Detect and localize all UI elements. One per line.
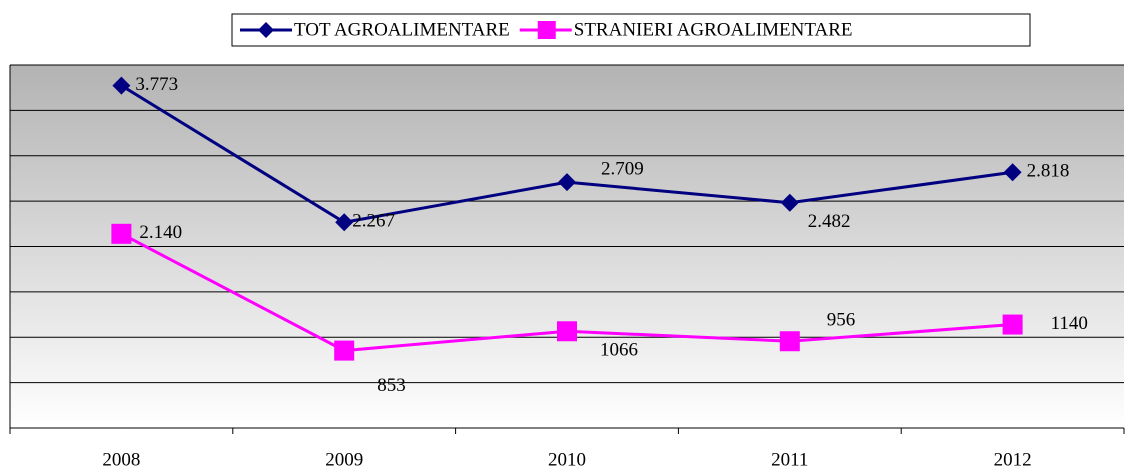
legend-box (231, 13, 1031, 47)
data-label: 956 (827, 310, 856, 331)
data-label: 3.773 (135, 74, 178, 95)
legend-marker (537, 21, 556, 39)
x-tick-label: 2010 (548, 449, 586, 470)
data-label: 2.818 (1027, 161, 1070, 182)
x-tick-label: 2011 (771, 449, 808, 470)
marker (334, 340, 355, 361)
marker (111, 223, 132, 244)
marker (557, 321, 577, 342)
marker (1003, 163, 1022, 182)
data-label: 853 (377, 375, 406, 396)
data-label: 2.140 (139, 222, 182, 243)
data-label: 2.267 (352, 211, 395, 232)
x-tick-label: 2009 (325, 449, 363, 470)
data-label: 2.709 (601, 159, 644, 180)
marker (335, 213, 354, 232)
x-tick-label: 2012 (994, 449, 1032, 470)
legend-label: TOT AGROALIMENTARE (294, 19, 510, 40)
marker (112, 76, 131, 95)
data-label: 1140 (1051, 313, 1088, 334)
data-label: 2.482 (808, 211, 851, 232)
marker (558, 173, 576, 192)
data-label: 1066 (600, 340, 638, 361)
marker (779, 331, 800, 352)
legend-label: STRANIERI AGROALIMENTARE (574, 19, 853, 40)
legend-marker (258, 22, 274, 38)
x-tick-label: 2008 (102, 449, 140, 470)
marker (1002, 314, 1023, 335)
marker (780, 193, 799, 212)
